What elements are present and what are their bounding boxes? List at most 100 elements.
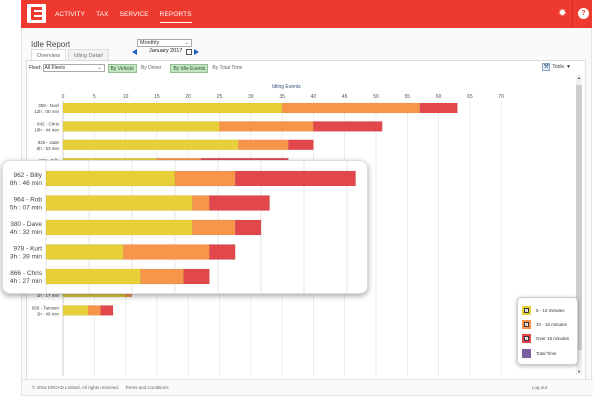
chart-title: Idling Events (272, 84, 301, 90)
magnified-chart-view: 962 - Billy 8h : 46 min 964 - Rob 5h : 07 m… (2, 160, 368, 294)
checkbox-icon[interactable]: ✓ (524, 308, 529, 313)
row-label-name: 925 - Jade (38, 140, 60, 145)
row-label-name: 358 - Noel (38, 103, 59, 108)
row-label-time: 1h : 40 min (37, 311, 60, 316)
bar-segment (209, 244, 236, 260)
nav-activity[interactable]: ACTIVITY (55, 10, 86, 18)
filter-row: Fleet: All Fleets ⌄ By Vehicle By Driver… (29, 63, 246, 73)
top-navigation-bar: ACTIVITY TAX SERVICE REPORTS ✹ ? (21, 0, 592, 28)
tools-menu[interactable]: ⚒ Tools ▼ (542, 63, 571, 71)
gear-icon[interactable]: ✹ (558, 8, 567, 19)
x-tick-label: 50 (373, 94, 379, 100)
bar-segment (62, 121, 220, 132)
x-tick-label: 35 (279, 94, 285, 100)
bar-segment (419, 102, 458, 114)
row-label-name: 962 - Billy (13, 172, 42, 179)
bar-segment (140, 268, 184, 285)
row-label-name: 978 - Kurt (13, 246, 42, 253)
x-tick-label: 60 (436, 94, 442, 100)
legend-label: Over 15 minutes (536, 336, 570, 341)
by-idle-events-toggle[interactable]: By Idle Events (170, 63, 209, 73)
x-tick-label: 30 (248, 94, 254, 100)
row-label-time: 5h : 07 min (10, 205, 43, 212)
legend-item[interactable]: ✓ Over 15 minutes (522, 334, 569, 343)
chart-scrollbar[interactable]: ▲ ▼ (576, 75, 582, 375)
by-vehicle-toggle[interactable]: By Vehicle (107, 63, 137, 73)
bar-segment (87, 305, 101, 316)
dropdown-arrow-icon: ▼ (566, 64, 571, 70)
row-label-time: 1h : 17 min (37, 293, 60, 298)
bar-segment (209, 195, 270, 211)
bar-segment (238, 139, 289, 151)
terms-link[interactable]: Terms and Conditions (125, 385, 169, 390)
bar-segment (191, 219, 236, 236)
legend-label: 5 - 10 minutes (536, 308, 565, 313)
row-label-time: 4h : 32 min (10, 229, 43, 236)
bar-segment (174, 170, 236, 187)
legend-swatch: ✓ (522, 306, 531, 315)
by-total-time-toggle[interactable]: By Total Time (212, 64, 243, 71)
period-value: Monthly (140, 40, 160, 46)
nav-tax[interactable]: TAX (96, 10, 109, 18)
legend-swatch: ✓ (522, 320, 531, 329)
scroll-up-icon[interactable]: ▲ (577, 75, 581, 80)
row-label-name: 658 - Tamsen (32, 305, 60, 310)
row-label-time: 12h : 00 min (34, 109, 59, 114)
previous-arrow-icon[interactable] (132, 49, 137, 55)
fleet-label: Fleet: (29, 65, 42, 71)
bar-segment (62, 139, 239, 151)
bar-segment (234, 219, 262, 236)
bar-segment (62, 102, 283, 114)
bar-segment (234, 170, 356, 187)
chevron-down-icon: ⌄ (184, 40, 189, 46)
legend-item[interactable]: Total Time (522, 349, 557, 358)
copyright: © 2016 EROAD Limited, All rights reserve… (32, 385, 120, 390)
x-tick-label: 10 (123, 94, 129, 100)
by-driver-toggle[interactable]: By Driver (140, 64, 162, 71)
bar-segment (100, 305, 114, 316)
bar-segment (281, 102, 421, 114)
x-tick-label: 5 (93, 94, 96, 100)
row-label-time: 8h : 46 min (10, 180, 43, 187)
fleet-select[interactable]: All Fleets ⌄ (42, 64, 105, 72)
bar-segment (45, 195, 193, 211)
nav-service[interactable]: SERVICE (119, 10, 149, 18)
calendar-icon[interactable] (186, 49, 192, 55)
fleet-value: All Fleets (44, 65, 66, 71)
footer: © 2016 EROAD Limited, All rights reserve… (22, 379, 593, 395)
x-tick-label: 55 (405, 94, 411, 100)
eroad-logo[interactable] (27, 4, 46, 23)
bar-segment (45, 170, 176, 187)
bar-segment (191, 195, 210, 211)
nav-divider (572, 0, 573, 28)
tab-overview[interactable]: Overview (31, 49, 66, 62)
x-tick-label: 65 (467, 94, 473, 100)
date-navigator: January 2017 (132, 48, 222, 57)
chart-legend: ✓ 5 - 10 minutes ✓ 10 - 15 minutes ✓ Ove… (517, 297, 578, 365)
scroll-thumb[interactable] (576, 85, 582, 350)
legend-item[interactable]: ✓ 5 - 10 minutes (522, 306, 565, 315)
row-label-time: 4h : 27 min (10, 278, 43, 285)
checkbox-icon[interactable]: ✓ (524, 322, 529, 327)
page-title: Idle Report (31, 40, 71, 49)
bar-segment (219, 121, 314, 132)
report-tabs: Overview Idling Detail (31, 49, 111, 62)
wrench-icon: ⚒ (542, 63, 551, 71)
nav-reports[interactable]: REPORTS (159, 10, 192, 23)
bar-segment (45, 244, 124, 260)
help-icon[interactable]: ? (578, 8, 589, 19)
period-select[interactable]: Monthly ⌄ (137, 39, 192, 47)
row-label-name: 866 - Chris (10, 270, 43, 277)
row-label-name: 942 - Chris (37, 121, 60, 126)
tab-idling-detail[interactable]: Idling Detail (67, 49, 109, 62)
next-arrow-icon[interactable] (194, 49, 199, 55)
logout-link[interactable]: Log out (532, 385, 548, 390)
row-label-name: 380 - Dave (10, 221, 42, 228)
tools-label: Tools (552, 64, 565, 70)
scroll-down-icon[interactable]: ▼ (577, 369, 581, 374)
checkbox-icon[interactable]: ✓ (524, 336, 529, 341)
x-tick-label: 0 (62, 94, 65, 100)
x-tick-label: 25 (217, 94, 223, 100)
legend-item[interactable]: ✓ 10 - 15 minutes (522, 320, 567, 329)
